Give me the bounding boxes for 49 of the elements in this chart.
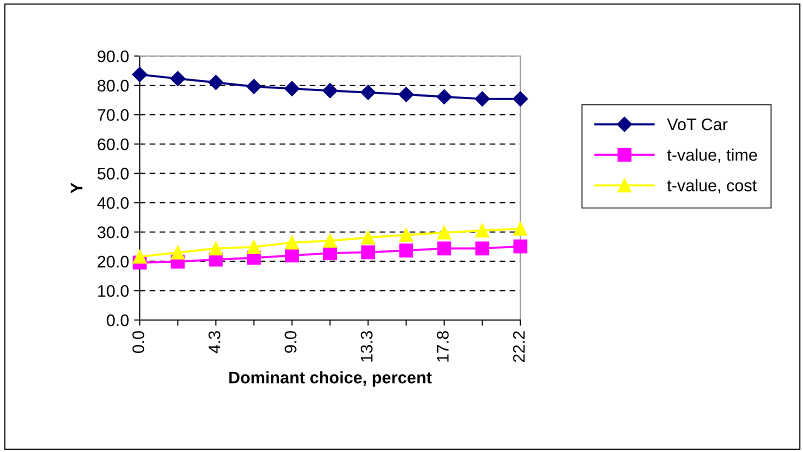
point bbox=[285, 248, 299, 262]
point bbox=[360, 84, 376, 100]
point bbox=[399, 228, 414, 242]
legend-label: t-value, time bbox=[667, 148, 757, 163]
point bbox=[285, 236, 299, 250]
point bbox=[132, 66, 148, 82]
point bbox=[398, 86, 414, 102]
point bbox=[399, 244, 414, 258]
point bbox=[208, 74, 224, 90]
point bbox=[170, 71, 186, 86]
point bbox=[361, 230, 376, 245]
point bbox=[436, 89, 452, 104]
x-tick-label: 4.3 bbox=[208, 331, 220, 354]
point bbox=[284, 81, 300, 96]
point bbox=[513, 239, 528, 254]
y-axis-title: Y bbox=[70, 182, 82, 194]
point bbox=[437, 242, 452, 256]
point bbox=[437, 226, 452, 240]
point bbox=[513, 222, 528, 236]
x-tick-label: 13.3 bbox=[360, 331, 373, 362]
y-tick-label: 30.0 bbox=[98, 226, 129, 238]
point bbox=[361, 245, 376, 260]
point bbox=[170, 246, 185, 260]
legend-label: t-value, cost bbox=[667, 179, 757, 194]
x-tick-label: 0.0 bbox=[132, 331, 144, 353]
point bbox=[512, 91, 528, 106]
y-tick-label: 10.0 bbox=[98, 285, 129, 297]
y-tick-label: 50.0 bbox=[98, 168, 129, 180]
point bbox=[246, 240, 261, 254]
point bbox=[322, 83, 338, 98]
point bbox=[474, 91, 490, 106]
y-tick-label: 20.0 bbox=[98, 256, 129, 268]
point bbox=[475, 242, 490, 256]
y-tick-label: 60.0 bbox=[98, 138, 129, 150]
y-tick-label: 70.0 bbox=[98, 109, 129, 121]
y-tick-label: 40.0 bbox=[97, 197, 129, 209]
point bbox=[208, 242, 223, 256]
point bbox=[475, 224, 490, 238]
x-tick-label: 22.2 bbox=[513, 331, 525, 362]
x-axis-title: Dominant choice, percent bbox=[229, 371, 432, 387]
x-tick-label: 17.8 bbox=[436, 331, 449, 362]
y-tick-label: 80.0 bbox=[98, 80, 129, 92]
point bbox=[246, 78, 262, 94]
y-tick-label: 90.0 bbox=[98, 50, 129, 62]
point bbox=[323, 234, 337, 248]
point bbox=[132, 250, 147, 264]
legend-label: VoT Car bbox=[667, 118, 728, 130]
x-tick-label: 9.0 bbox=[284, 331, 296, 353]
y-tick-label: 0.0 bbox=[106, 314, 129, 326]
